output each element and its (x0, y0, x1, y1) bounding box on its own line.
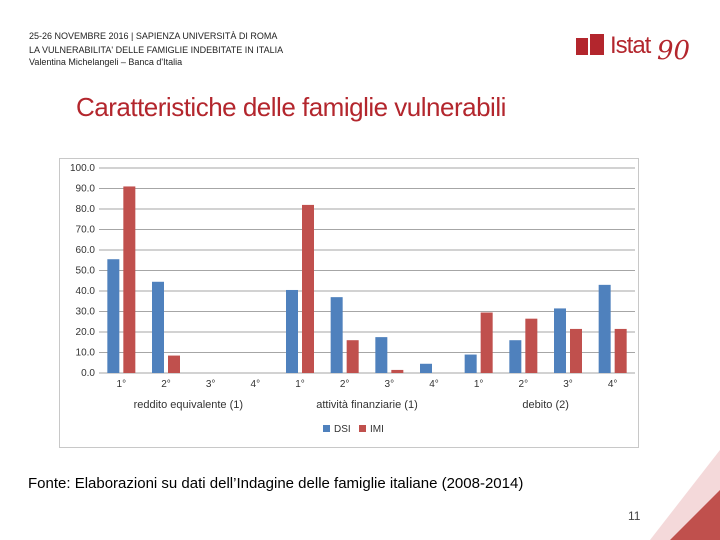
x-tick-label: 1° (474, 379, 484, 390)
bar-imi (525, 318, 538, 373)
y-tick-label: 40.0 (76, 286, 96, 297)
x-tick-label: 2° (519, 379, 529, 390)
x-tick-label: 3° (385, 379, 395, 390)
bar-dsi (554, 308, 566, 373)
x-tick-label: 3° (563, 379, 573, 390)
header-topic-line: LA VULNERABILITA' DELLE FAMIGLIE INDEBIT… (29, 45, 284, 55)
y-tick-label: 100.0 (70, 163, 95, 174)
legend-label: IMI (370, 424, 384, 435)
bar-dsi (286, 289, 298, 373)
x-group-label: debito (2) (522, 399, 568, 411)
bar-dsi (107, 259, 120, 373)
y-tick-label: 10.0 (76, 348, 96, 359)
bar-dsi (375, 337, 388, 373)
legend-label: DSI (334, 424, 351, 435)
x-group-label: reddito equivalente (1) (134, 399, 243, 411)
bar-imi (123, 186, 136, 373)
y-tick-label: 0.0 (81, 368, 95, 379)
logo-anniversary-number: 90 (657, 36, 691, 66)
bar-dsi (152, 281, 164, 373)
bar-dsi (509, 340, 522, 373)
corner-decoration (650, 450, 720, 540)
header-event-line: 25-26 NOVEMBRE 2016 | SAPIENZA UNIVERSIT… (29, 31, 278, 41)
x-tick-label: 4° (251, 379, 261, 390)
x-tick-label: 1° (295, 379, 305, 390)
bar-imi (346, 340, 359, 373)
x-tick-label: 4° (429, 379, 439, 390)
bar-chart: 0.0 10.0 20.0 30.0 40.0 50.0 60.0 70.0 80.0 90.0 1… (59, 158, 639, 448)
y-tick-label: 30.0 (76, 307, 96, 318)
x-tick-label: 3° (206, 379, 216, 390)
bar-dsi (330, 297, 343, 373)
logo-square-small (576, 38, 588, 55)
x-group-label: attività finanziarie (1) (316, 399, 418, 411)
legend-swatch-imi (359, 425, 366, 432)
bar-imi (614, 328, 627, 373)
bar-imi (168, 355, 180, 373)
y-tick-label: 60.0 (76, 245, 96, 256)
slide-title: Caratteristiche delle famiglie vulnerabi… (76, 92, 506, 122)
bar-imi (302, 204, 314, 373)
bar-imi (391, 369, 404, 373)
bar-dsi (464, 354, 477, 373)
x-tick-label: 1° (117, 379, 127, 390)
y-tick-label: 70.0 (76, 225, 96, 236)
page-number: 11 (628, 509, 641, 523)
x-tick-label: 4° (608, 379, 618, 390)
source-note: Fonte: Elaborazioni su dati dell’Indagin… (28, 475, 524, 492)
logo-square-large (590, 34, 604, 55)
y-tick-label: 50.0 (76, 266, 96, 277)
bar-imi (480, 312, 493, 373)
y-tick-label: 80.0 (76, 204, 96, 215)
x-tick-label: 2° (340, 379, 350, 390)
bar-dsi (598, 284, 611, 373)
istat-90-logo: Istat 90 (572, 32, 692, 68)
y-tick-label: 90.0 (76, 184, 96, 195)
logo-brand-text: Istat (610, 32, 651, 59)
header-author-line: Valentina Michelangeli – Banca d'Italia (29, 57, 183, 67)
bar-dsi (420, 363, 432, 373)
y-tick-label: 20.0 (76, 327, 96, 338)
bar-imi (570, 328, 582, 373)
legend-swatch-dsi (323, 425, 330, 432)
x-tick-label: 2° (161, 379, 171, 390)
